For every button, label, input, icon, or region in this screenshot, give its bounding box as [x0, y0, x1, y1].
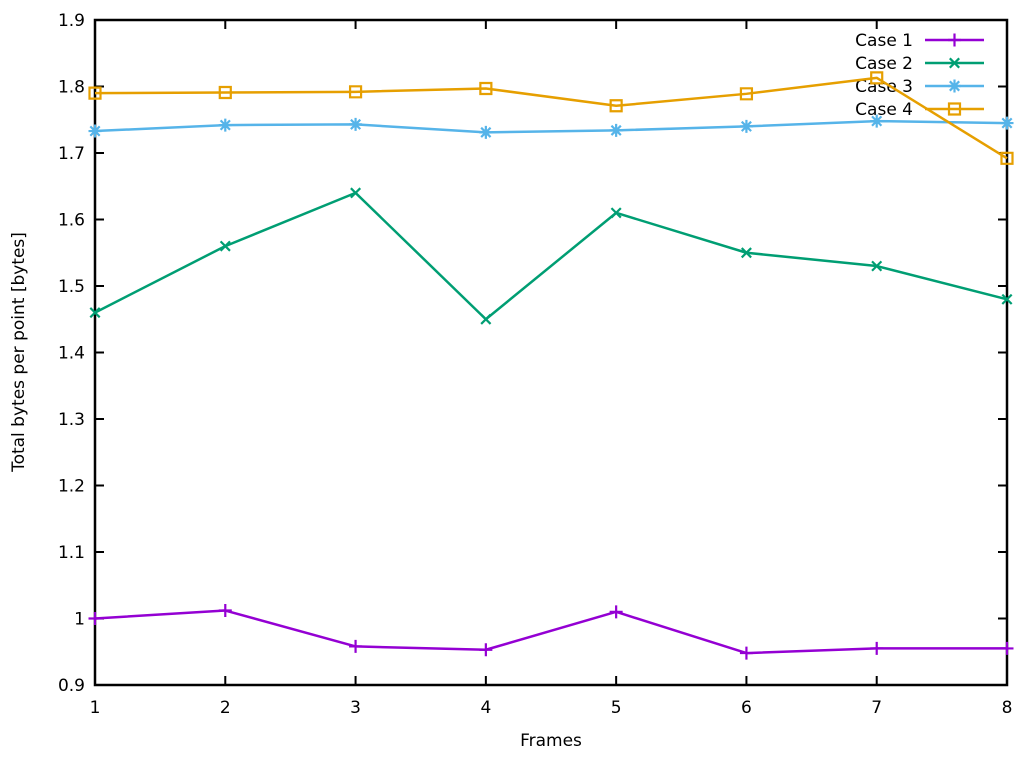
x-tick-label: 8	[1002, 698, 1013, 718]
y-axis-title: Total bytes per point [bytes]	[9, 232, 29, 473]
legend-sample-marker-case-3	[948, 79, 961, 93]
series-markers-case-2	[89, 187, 1013, 325]
legend-sample-marker-case-2	[949, 57, 960, 69]
y-tick-label: 1.7	[58, 144, 85, 164]
legend-label-case-1: Case 1	[855, 31, 913, 51]
y-tick-label: 1.9	[58, 11, 85, 31]
x-tick-label: 2	[220, 698, 231, 718]
y-tick-label: 1.5	[58, 277, 85, 297]
y-tick-label: 1.1	[58, 543, 85, 563]
x-axis-title: Frames	[520, 731, 582, 751]
series-line-case-2	[94, 191, 1008, 321]
series-markers-case-1	[88, 604, 1014, 660]
x-tick-label: 1	[90, 698, 101, 718]
series-case-4	[88, 71, 1014, 165]
y-tick-label: 1	[74, 610, 85, 630]
series-markers-case-4	[88, 71, 1014, 165]
y-tick-label: 1.4	[58, 344, 85, 364]
series-layer	[88, 71, 1014, 660]
x-tick-label: 4	[480, 698, 491, 718]
x-tick-label: 6	[741, 698, 752, 718]
x-tick-label: 5	[611, 698, 622, 718]
y-tick-label: 1.2	[58, 477, 85, 497]
y-tick-label: 1.3	[58, 410, 85, 430]
series-case-1	[88, 604, 1014, 660]
series-case-3	[88, 114, 1014, 139]
y-tick-label: 1.8	[58, 78, 85, 98]
legend-sample-marker-case-4	[947, 102, 962, 116]
series-line-case-4	[94, 76, 1008, 160]
legend-sample-marker-case-1	[948, 33, 961, 47]
x-tick-label: 3	[350, 698, 361, 718]
y-tick-label: 0.9	[58, 676, 85, 696]
x-tick-label: 7	[871, 698, 882, 718]
legend-label-case-2: Case 2	[855, 54, 913, 74]
y-tick-label: 1.6	[58, 211, 85, 231]
series-markers-case-3	[88, 114, 1014, 139]
legend-label-case-4: Case 4	[855, 100, 913, 120]
series-case-2	[89, 187, 1013, 325]
plot-border	[93, 18, 1009, 687]
series-line-case-3	[94, 119, 1008, 134]
series-line-case-1	[94, 609, 1007, 655]
